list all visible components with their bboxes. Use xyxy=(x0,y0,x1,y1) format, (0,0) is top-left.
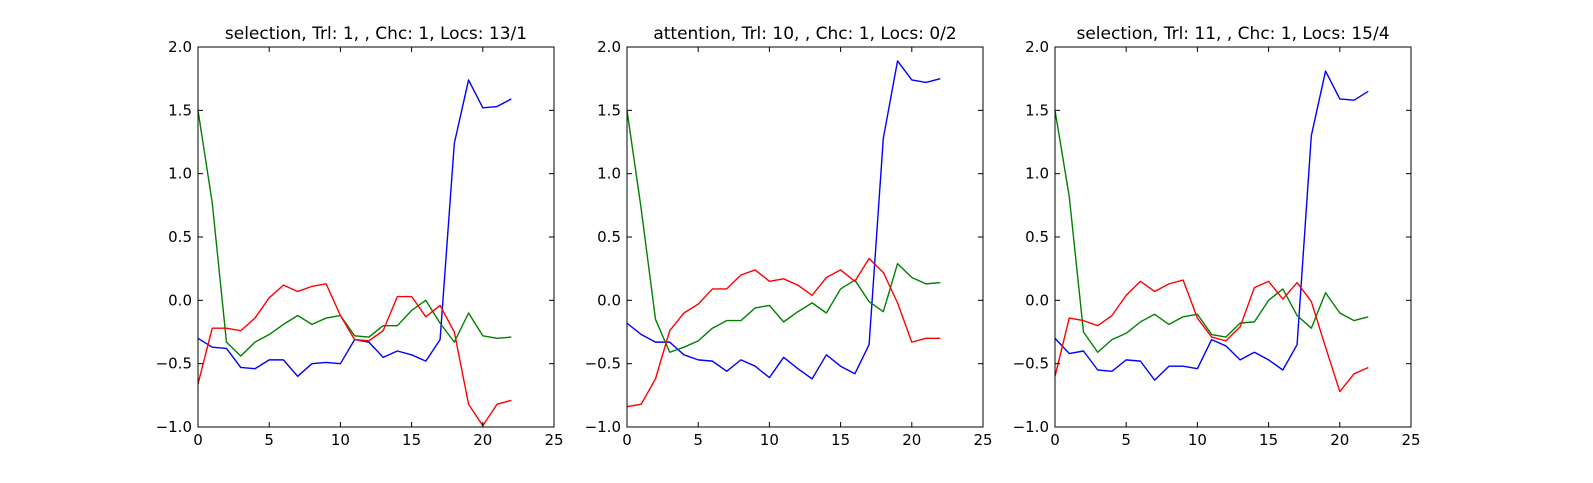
y-tick-label: 1.5 xyxy=(597,101,621,119)
x-tick-label: 15 xyxy=(1259,431,1278,449)
series-line-1 xyxy=(198,79,512,378)
chart-title: attention, Trl: 10, , Chc: 1, Locs: 0/2 xyxy=(653,24,956,44)
x-tick-label: 10 xyxy=(760,431,779,449)
series-group xyxy=(198,79,512,427)
y-tick-label: 0.5 xyxy=(168,228,192,246)
y-tick-label: −0.5 xyxy=(1013,355,1049,373)
axes-frame xyxy=(626,46,984,428)
y-tick-label: −1.0 xyxy=(1013,418,1049,436)
x-tick-label: 10 xyxy=(331,431,350,449)
x-tick-label: 20 xyxy=(473,431,492,449)
series-line-1 xyxy=(1055,70,1369,381)
chart-title: selection, Trl: 1, , Chc: 1, Locs: 13/1 xyxy=(225,24,527,44)
y-tick-label: −1.0 xyxy=(156,418,192,436)
series-line-3 xyxy=(198,283,512,427)
y-tick-label: 0.0 xyxy=(168,291,192,309)
x-tick-label: 5 xyxy=(264,431,274,449)
chart-panel-2: 0 5 10 15 20 25 −1.0 −0.5 0.0 0.5 1.0 1.5 2.0 attenti… xyxy=(585,24,993,449)
axes-frame xyxy=(1054,46,1412,428)
chart-title: selection, Trl: 11, , Chc: 1, Locs: 15/4 xyxy=(1076,24,1389,44)
chart-panel-3: 0 5 10 15 20 25 −1.0 −0.5 0.0 0.5 1.0 1.5 2.0 selecti… xyxy=(1013,24,1421,449)
y-tick-label: 1.5 xyxy=(168,101,192,119)
y-tick-label: 1.0 xyxy=(597,165,621,183)
y-tick-label: −0.5 xyxy=(156,355,192,373)
series-line-3 xyxy=(1055,279,1369,393)
y-tick-label: 2.0 xyxy=(168,38,192,56)
x-tick-label: 25 xyxy=(1401,431,1420,449)
series-line-3 xyxy=(627,257,941,408)
y-tick-label: 0.0 xyxy=(1025,291,1049,309)
x-tick-label: 5 xyxy=(1121,431,1131,449)
x-tick-label: 0 xyxy=(1050,431,1060,449)
chart-panel-1: 0 5 10 15 20 25 −1.0 −0.5 0.0 0.5 1.0 1.5 2.0 selecti… xyxy=(156,24,564,449)
y-tick-label: −0.5 xyxy=(585,355,621,373)
y-tick-label: 0.5 xyxy=(1025,228,1049,246)
y-tick-label: −1.0 xyxy=(585,418,621,436)
x-tick-label: 5 xyxy=(693,431,703,449)
x-tick-label: 15 xyxy=(402,431,421,449)
y-tick-label: 0.5 xyxy=(597,228,621,246)
y-tick-label: 1.0 xyxy=(168,165,192,183)
y-tick-label: 2.0 xyxy=(597,38,621,56)
y-tick-label: 0.0 xyxy=(597,291,621,309)
series-line-2 xyxy=(627,110,941,353)
series-line-1 xyxy=(627,60,941,380)
x-tick-label: 15 xyxy=(831,431,850,449)
x-tick-label: 20 xyxy=(1330,431,1349,449)
series-group xyxy=(1055,70,1369,393)
x-tick-label: 10 xyxy=(1188,431,1207,449)
series-line-2 xyxy=(198,110,512,357)
x-tick-label: 25 xyxy=(544,431,563,449)
series-group xyxy=(627,60,941,408)
x-tick-label: 0 xyxy=(193,431,203,449)
y-tick-label: 1.5 xyxy=(1025,101,1049,119)
series-line-2 xyxy=(1055,110,1369,353)
y-tick-label: 2.0 xyxy=(1025,38,1049,56)
x-tick-label: 0 xyxy=(622,431,632,449)
x-tick-label: 25 xyxy=(973,431,992,449)
y-tick-label: 1.0 xyxy=(1025,165,1049,183)
x-tick-label: 20 xyxy=(902,431,921,449)
